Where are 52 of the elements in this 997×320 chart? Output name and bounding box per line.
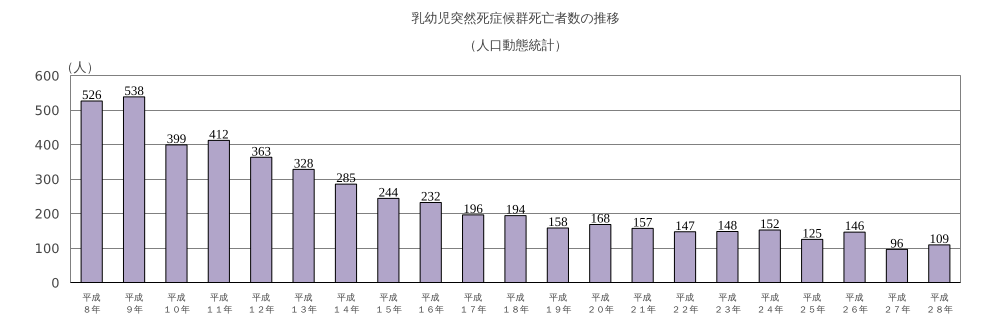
x-tick-label: 平成１０年 <box>162 292 190 316</box>
x-tick-label: 平成１１年 <box>205 292 232 316</box>
data-label: 194 <box>506 202 526 217</box>
data-label: 526 <box>82 87 102 102</box>
data-label: 196 <box>463 200 484 216</box>
y-tick-label: 300 <box>34 173 60 188</box>
x-tick-label: 平成９年 <box>125 292 144 316</box>
data-label: 412 <box>209 126 229 142</box>
x-tick-label: 平成２６年 <box>841 292 868 316</box>
data-label: 152 <box>760 216 780 232</box>
x-tick-label: 平成８年 <box>82 292 101 316</box>
data-label: 328 <box>294 155 314 170</box>
data-label: 157 <box>632 214 653 230</box>
x-tick-label: 平成２７年 <box>883 292 910 316</box>
x-tick-label: 平成１２年 <box>248 292 275 316</box>
y-tick-label: 400 <box>34 138 60 154</box>
data-label: 158 <box>548 214 568 229</box>
data-label: 244 <box>378 184 399 200</box>
data-label: 232 <box>420 188 440 204</box>
y-tick-label: 600 <box>34 70 60 84</box>
chart-title: 乳幼児突然死症候群死亡者数の推移 <box>412 10 620 26</box>
x-tick-label: 平成２３年 <box>714 292 741 316</box>
x-tick-label: 平成２２年 <box>672 292 699 316</box>
y-tick-label: 0 <box>51 276 60 292</box>
x-tick-label: 平成２５年 <box>798 292 826 316</box>
x-tick-label: 平成１６年 <box>417 292 444 316</box>
y-tick-label: 200 <box>34 208 60 222</box>
x-tick-label: 平成１７年 <box>460 292 487 316</box>
x-tick-label: 平成１３年 <box>290 292 318 316</box>
data-label: 168 <box>590 210 610 226</box>
data-label: 399 <box>166 130 186 146</box>
y-tick-label: 100 <box>34 242 60 257</box>
x-tick-label: 平成１４年 <box>332 292 360 316</box>
x-tick-label: 平成２１年 <box>629 292 656 316</box>
data-label: 109 <box>930 230 950 246</box>
x-tick-label: 平成２４年 <box>756 292 784 316</box>
x-tick-label: 平成１９年 <box>544 292 572 316</box>
data-label: 96 <box>890 235 904 250</box>
y-axis-title: （人） <box>60 60 100 76</box>
y-tick-label: 500 <box>34 104 60 119</box>
data-label: 148 <box>718 217 738 232</box>
data-label: 147 <box>675 218 696 233</box>
data-label: 285 <box>336 170 356 186</box>
data-label: 363 <box>251 143 271 158</box>
data-label: 538 <box>124 82 144 98</box>
x-tick-label: 平成２８年 <box>926 292 953 316</box>
x-tick-label: 平成１８年 <box>502 292 529 316</box>
data-label: 125 <box>802 225 822 240</box>
data-label: 146 <box>844 218 865 234</box>
x-tick-label: 平成２０年 <box>586 292 614 316</box>
chart-subtitle: （人口動態統計） <box>464 38 568 54</box>
x-tick-label: 平成１５年 <box>374 292 402 316</box>
